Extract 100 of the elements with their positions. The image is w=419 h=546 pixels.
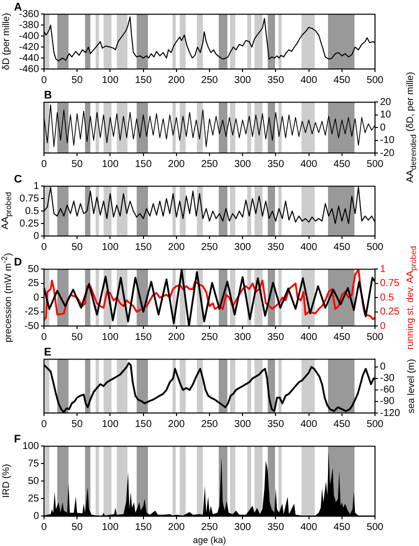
x-tick-label: 50 <box>72 74 84 86</box>
x-tick-label: 500 <box>366 522 384 533</box>
x-tick-label: 450 <box>334 242 351 253</box>
x-tick-label: 150 <box>134 332 152 343</box>
x-tick-label: 300 <box>234 332 252 343</box>
y-tick-label: 0 <box>33 292 40 304</box>
x-tick-label: 400 <box>300 158 318 170</box>
x-tick-label: 350 <box>267 242 284 253</box>
x-tick-label: 50 <box>72 418 84 430</box>
x-tick-label: 500 <box>366 242 384 253</box>
y-tick-label: -380 <box>18 20 40 31</box>
y2-axis-title: sea level (m) <box>406 358 418 414</box>
x-tick-label: 100 <box>102 158 119 170</box>
x-tick-label: 500 <box>366 158 384 170</box>
x-tick-label: 150 <box>134 242 152 253</box>
x-tick-label: 200 <box>168 522 186 533</box>
x-tick-label: 200 <box>168 418 186 430</box>
chart-title: F <box>14 434 21 446</box>
x-tick-label: 300 <box>234 242 252 253</box>
y-axis-title: IRD (%) <box>1 464 12 498</box>
y2-tick-label: 0 <box>380 362 386 373</box>
y-tick-label: -440 <box>18 52 40 64</box>
y2-tick-label: -20 <box>380 148 395 159</box>
chart-title: D <box>14 256 22 269</box>
x-axis-title: age (ka) <box>192 535 226 546</box>
x-tick-label: 50 <box>72 332 84 343</box>
x-tick-label: 0 <box>41 158 48 170</box>
y-tick-label: -50 <box>24 320 40 332</box>
x-tick-label: 50 <box>72 158 84 170</box>
y2-tick-label: 0.75 <box>380 278 400 290</box>
x-tick-label: 450 <box>334 522 351 533</box>
x-tick-label: 250 <box>201 74 218 86</box>
x-tick-label: 400 <box>300 522 318 533</box>
y-tick-label: 25 <box>28 493 40 504</box>
y2-tick-label: 20 <box>380 96 392 108</box>
x-tick-label: 200 <box>168 74 186 86</box>
y-tick-label: 0.5 <box>25 206 40 217</box>
x-tick-label: 400 <box>300 242 318 253</box>
x-tick-label: 350 <box>267 522 284 533</box>
y2-tick-label: -90 <box>380 396 395 408</box>
x-tick-label: 200 <box>168 242 186 253</box>
x-tick-label: 500 <box>366 418 384 430</box>
x-tick-label: 250 <box>201 158 218 170</box>
x-tick-label: 250 <box>201 332 218 343</box>
x-tick-label: 400 <box>300 418 318 430</box>
x-tick-label: 100 <box>102 74 119 86</box>
x-tick-label: 350 <box>267 158 284 170</box>
x-tick-label: 0 <box>41 74 48 86</box>
y2-tick-label: -30 <box>380 373 395 384</box>
y2-tick-label: 1 <box>380 264 386 275</box>
x-tick-label: 0 <box>41 522 48 533</box>
x-tick-label: 100 <box>102 242 119 253</box>
x-tick-label: 350 <box>267 74 284 86</box>
y-tick-label: 75 <box>28 458 40 470</box>
chart-title: B <box>44 90 52 102</box>
chart-title: C <box>14 174 22 186</box>
x-tick-label: 50 <box>72 522 84 533</box>
y-axis-title: δD (per mille) <box>1 13 12 70</box>
x-tick-label: 0 <box>41 332 48 343</box>
x-tick-label: 300 <box>234 418 252 430</box>
x-tick-label: 150 <box>134 158 152 170</box>
y2-tick-label: -120 <box>380 408 400 419</box>
x-tick-label: 500 <box>366 74 384 86</box>
x-tick-label: 300 <box>234 522 252 533</box>
x-tick-label: 0 <box>41 418 48 430</box>
y2-tick-label: 0 <box>380 122 386 134</box>
x-tick-label: 450 <box>334 158 351 170</box>
y-tick-label: 25 <box>28 278 40 290</box>
x-tick-label: 200 <box>168 158 186 170</box>
y-tick-label: 0.75 <box>20 193 40 204</box>
y-tick-label: 0 <box>33 230 40 242</box>
y-tick-label: 50 <box>28 476 40 487</box>
x-tick-label: 500 <box>366 332 384 343</box>
x-tick-label: 50 <box>72 242 84 253</box>
y2-tick-label: -60 <box>380 384 395 396</box>
y-tick-label: -420 <box>18 42 40 53</box>
y-tick-label: 100 <box>22 440 40 452</box>
x-tick-label: 0 <box>41 242 48 253</box>
y2-tick-label: 10 <box>380 110 392 121</box>
x-tick-label: 250 <box>201 242 218 253</box>
y-tick-label: 1 <box>33 180 40 192</box>
y-tick-label: -460 <box>18 64 40 75</box>
x-tick-label: 400 <box>300 332 318 343</box>
x-tick-label: 300 <box>234 74 252 86</box>
x-tick-label: 150 <box>134 418 152 430</box>
x-tick-label: 450 <box>334 332 351 343</box>
x-tick-label: 350 <box>267 332 284 343</box>
y-tick-label: 0 <box>33 510 40 522</box>
y-tick-label: 0.25 <box>20 218 40 230</box>
chart-title: E <box>44 346 52 359</box>
y-tick-label: -400 <box>18 30 40 42</box>
y2-tick-label: 0.25 <box>380 306 400 318</box>
x-tick-label: 400 <box>300 74 318 86</box>
y-tick-label: -25 <box>24 306 40 318</box>
x-tick-label: 200 <box>168 332 186 343</box>
x-tick-label: 450 <box>334 418 351 430</box>
x-tick-label: 100 <box>102 332 119 343</box>
x-tick-label: 150 <box>134 74 152 86</box>
x-tick-label: 100 <box>102 418 119 430</box>
x-tick-label: 250 <box>201 522 218 533</box>
